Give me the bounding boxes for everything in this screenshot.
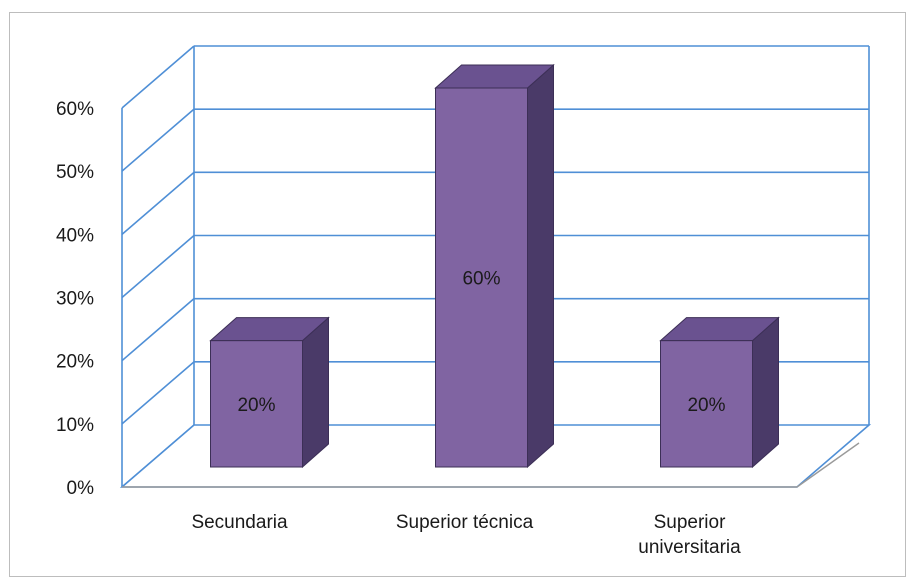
- data-label-1: 60%: [462, 269, 500, 290]
- bar-side-1: [527, 63, 554, 469]
- y-tick-label: 40%: [56, 225, 94, 246]
- bar-1: [435, 87, 528, 468]
- data-label-0: 20%: [237, 395, 275, 416]
- y-tick-label: 30%: [56, 289, 94, 310]
- bar-2: [660, 340, 753, 468]
- y-tick-label: 60%: [56, 99, 94, 120]
- y-tick-label: 20%: [56, 352, 94, 373]
- grid-diagonal-1: [121, 361, 195, 425]
- y-tick-label: 0%: [67, 478, 95, 499]
- category-label-1: Superior técnica: [396, 512, 534, 533]
- bar-0: [210, 340, 303, 468]
- bar-side-2: [752, 316, 779, 469]
- floor-right-edge: [796, 442, 860, 488]
- grid-diagonal-5: [121, 108, 195, 172]
- category-label-2: Superior: [654, 512, 726, 533]
- category-label-0: Secundaria: [191, 512, 288, 533]
- bar-side-0: [302, 316, 329, 469]
- grid-diagonal-6: [121, 45, 195, 109]
- data-label-2: 20%: [687, 395, 725, 416]
- grid-diagonal-2: [121, 298, 195, 362]
- y-tick-label: 10%: [56, 415, 94, 436]
- grid-diagonal-3: [121, 234, 195, 299]
- grid-diagonal-4: [121, 171, 195, 235]
- category-label-2: universitaria: [638, 537, 741, 558]
- y-tick-label: 50%: [56, 162, 94, 183]
